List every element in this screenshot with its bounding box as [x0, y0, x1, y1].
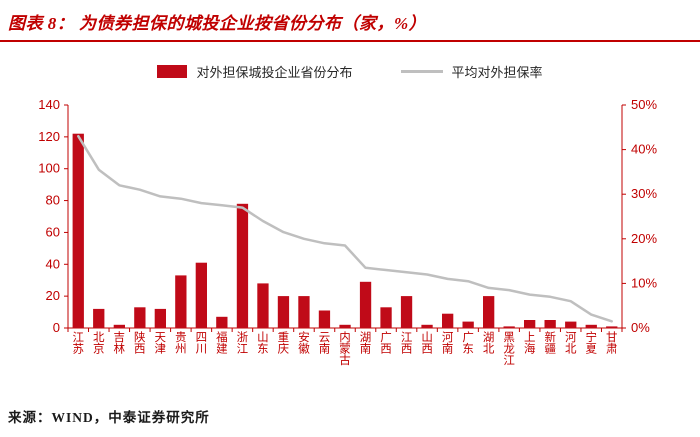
svg-text:宁夏: 宁夏 [585, 330, 597, 356]
svg-text:湖南: 湖南 [360, 330, 372, 356]
svg-text:贵州: 贵州 [175, 331, 187, 356]
legend-item-line: 平均对外担保率 [400, 62, 543, 81]
svg-text:北京: 北京 [93, 331, 105, 356]
bar-series-swatch-icon [157, 65, 188, 78]
title-divider [0, 40, 700, 42]
svg-text:福建: 福建 [216, 330, 228, 356]
svg-text:50%: 50% [631, 97, 657, 112]
chart-area: 0 20 40 60 80 100 120 140 0% 10% 20% 30% 40% 50% 江苏 北京吉… [0, 83, 700, 398]
svg-text:湖北: 湖北 [483, 330, 495, 356]
svg-text:20%: 20% [631, 231, 657, 246]
svg-text:四川: 四川 [196, 332, 208, 356]
svg-text:甘肃: 甘肃 [606, 331, 618, 356]
svg-text:云南: 云南 [319, 332, 331, 356]
svg-text:河南: 河南 [442, 331, 454, 356]
column-line-chart: 0 20 40 60 80 100 120 140 0% 10% 20% 30% 40% 50% 江苏北京吉… [38, 97, 657, 367]
svg-text:0: 0 [53, 320, 60, 335]
svg-text:黑龙江: 黑龙江 [503, 331, 515, 367]
svg-text:新疆: 新疆 [544, 330, 556, 356]
legend-item-bars: 对外担保城投企业省份分布 [157, 62, 353, 81]
svg-text:100: 100 [38, 161, 60, 176]
svg-text:30%: 30% [631, 186, 657, 201]
svg-text:江苏: 江苏 [73, 331, 85, 356]
svg-text:安徽: 安徽 [298, 330, 310, 356]
line-series-swatch-icon [400, 70, 443, 73]
svg-text:广东: 广东 [462, 331, 474, 356]
svg-text:江西: 江西 [401, 331, 413, 356]
svg-text:广西: 广西 [380, 331, 392, 356]
svg-text:山东: 山东 [257, 331, 269, 356]
svg-text:上海: 上海 [524, 331, 536, 356]
legend-line-label: 平均对外担保率 [451, 65, 543, 80]
svg-text:20: 20 [46, 288, 60, 303]
svg-text:内蒙古: 内蒙古 [339, 330, 351, 367]
figure-title: 图表 8： 为债券担保的城投企业按省份分布（家，%） [8, 14, 427, 33]
svg-text:天津: 天津 [155, 332, 167, 356]
svg-text:陕西: 陕西 [134, 330, 146, 356]
svg-text:120: 120 [38, 129, 60, 144]
svg-text:140: 140 [38, 97, 60, 112]
svg-text:10%: 10% [631, 275, 657, 290]
svg-text:山西: 山西 [421, 331, 433, 356]
svg-text:40: 40 [46, 256, 60, 271]
svg-text:40%: 40% [631, 142, 657, 157]
svg-text:重庆: 重庆 [278, 330, 290, 356]
svg-text:80: 80 [46, 193, 60, 208]
source-note: 来源：WIND，中泰证券研究所 [8, 410, 210, 425]
svg-text:60: 60 [46, 224, 60, 239]
legend-bar-label: 对外担保城投企业省份分布 [196, 65, 353, 80]
chart-legend: 对外担保城投企业省份分布 平均对外担保率 [0, 62, 700, 81]
svg-text:浙江: 浙江 [237, 331, 249, 356]
svg-text:河北: 河北 [565, 331, 577, 356]
svg-text:吉林: 吉林 [114, 331, 126, 356]
svg-text:0%: 0% [631, 320, 650, 335]
